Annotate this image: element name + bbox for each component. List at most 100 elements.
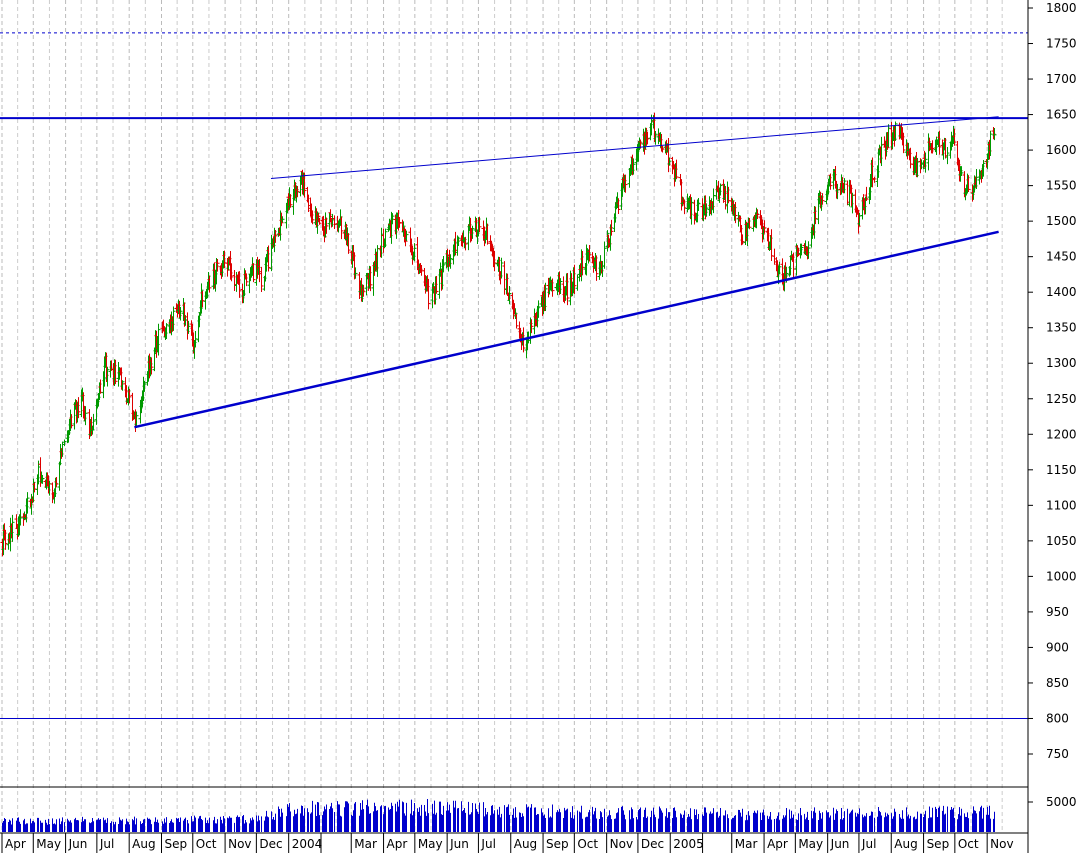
ohlc-bar xyxy=(565,273,570,306)
ohlc-bar xyxy=(623,174,628,193)
ohlc-bar xyxy=(404,230,409,241)
y-tick-label: 1250 xyxy=(1046,392,1077,406)
ohlc-bar xyxy=(324,217,329,234)
ohlc-bar xyxy=(682,199,687,215)
y-tick-label: 950 xyxy=(1046,605,1069,619)
ohlc-bar xyxy=(199,283,204,314)
ohlc-bar xyxy=(864,186,869,201)
ohlc-bar xyxy=(361,284,366,297)
ohlc-bar xyxy=(171,306,176,331)
y-tick-label: 1700 xyxy=(1046,72,1077,86)
ohlc-bar xyxy=(10,514,15,542)
ohlc-bar xyxy=(40,474,45,484)
ohlc-bar xyxy=(142,380,147,392)
ohlc-bar xyxy=(317,217,322,225)
ohlc-bar xyxy=(353,267,358,279)
ohlc-bar xyxy=(499,257,504,279)
volume-bars xyxy=(2,799,995,832)
ohlc-bar xyxy=(966,175,971,193)
ohlc-bar xyxy=(602,241,607,269)
ohlc-bar xyxy=(755,209,760,220)
y-tick-label: 1600 xyxy=(1046,143,1077,157)
ohlc-bar xyxy=(616,198,621,214)
ohlc-bar xyxy=(229,263,234,282)
y-tick-label: 1300 xyxy=(1046,356,1077,370)
ohlc-bar xyxy=(631,158,636,175)
ohlc-bar xyxy=(426,278,431,310)
month-label: Nov xyxy=(990,837,1013,851)
ohlc-bar xyxy=(332,215,337,230)
ohlc-bar xyxy=(470,225,475,239)
ohlc-bar xyxy=(244,273,249,287)
ohlc-bar xyxy=(594,255,599,281)
month-label: May xyxy=(798,837,823,851)
ohlc-bar xyxy=(536,300,541,318)
y-tick-label: 750 xyxy=(1046,747,1069,761)
ohlc-bar xyxy=(105,366,110,387)
month-label: Mar xyxy=(354,837,377,851)
ohlc-bar xyxy=(200,290,205,308)
ohlc-bar xyxy=(572,264,577,295)
ohlc-bar xyxy=(186,320,191,334)
month-label: Oct xyxy=(958,837,979,851)
grid-layer xyxy=(1,0,1003,833)
ohlc-bar xyxy=(799,243,804,256)
y-tick-label: 1150 xyxy=(1046,463,1077,477)
ohlc-bar xyxy=(237,271,242,298)
month-label: Dec xyxy=(641,837,664,851)
ohlc-bar xyxy=(492,250,497,272)
month-label: Jul xyxy=(861,837,876,851)
month-label: Sep xyxy=(546,837,569,851)
ohlc-bar xyxy=(127,388,132,404)
month-label: Jul xyxy=(480,837,495,851)
ohlc-bar xyxy=(777,261,782,275)
ohlc-bar xyxy=(251,263,256,283)
ohlc-bar xyxy=(736,211,741,227)
ohlc-bar xyxy=(266,245,271,272)
ohlc-bar xyxy=(485,223,490,245)
ohlc-bar xyxy=(747,217,752,230)
ohlc-bar xyxy=(401,221,406,237)
ohlc-bar xyxy=(885,132,890,150)
month-label: Apr xyxy=(5,837,26,851)
ohlc-bar xyxy=(156,323,161,356)
y-tick-label: 1650 xyxy=(1046,108,1077,122)
ohlc-bar xyxy=(558,278,563,295)
y-tick-label: 1450 xyxy=(1046,250,1077,264)
month-label: Nov xyxy=(228,837,251,851)
ohlc-bar xyxy=(273,229,278,243)
y-tick-label: 1500 xyxy=(1046,214,1077,228)
ohlc-bar xyxy=(76,397,81,419)
ohlc-bar xyxy=(178,306,183,321)
ohlc-bar xyxy=(842,178,847,194)
month-label: Aug xyxy=(514,837,537,851)
ohlc-bar xyxy=(310,210,315,225)
ohlc-bar xyxy=(507,286,512,305)
ohlc-bar xyxy=(806,241,811,259)
ohlc-bar xyxy=(762,220,767,234)
ohlc-bar xyxy=(215,259,220,272)
ohlc-bar xyxy=(587,245,592,262)
month-label: Jun xyxy=(830,837,850,851)
ohlc-bar xyxy=(945,146,950,165)
ohlc-bar xyxy=(383,228,388,248)
ohlc-bar xyxy=(872,176,877,183)
ohlc-bar xyxy=(930,140,935,154)
ohlc-bar xyxy=(302,172,307,198)
ohlc-bar xyxy=(667,157,672,166)
ohlc-bar xyxy=(295,185,300,198)
month-label: Oct xyxy=(196,837,217,851)
month-label: Mar xyxy=(735,837,758,851)
month-label: Aug xyxy=(894,837,917,851)
ohlc-bar xyxy=(992,127,997,141)
ohlc-bar xyxy=(134,411,139,429)
month-label: May xyxy=(418,837,443,851)
ohlc-bar xyxy=(988,130,993,157)
ohlc-bar xyxy=(813,206,818,225)
ohlc-bar xyxy=(689,197,694,225)
volume-y-tick-label: 5000 xyxy=(1046,795,1077,809)
ohlc-bar xyxy=(259,266,264,292)
ohlc-bar xyxy=(412,243,417,262)
